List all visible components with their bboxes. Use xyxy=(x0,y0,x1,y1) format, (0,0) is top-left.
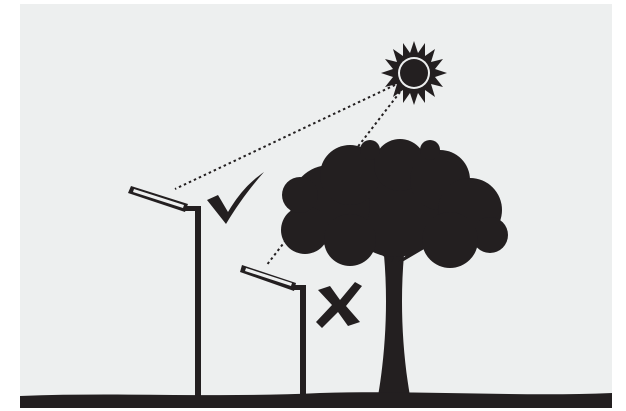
canopy xyxy=(420,140,440,160)
canopy xyxy=(324,214,376,266)
canopy xyxy=(360,140,380,160)
page xyxy=(0,0,626,411)
lamp-arm xyxy=(293,285,306,290)
illustration xyxy=(0,0,626,411)
lamp-arm xyxy=(184,206,201,211)
sun-core xyxy=(400,59,428,87)
lamp-pole xyxy=(300,285,306,397)
canopy xyxy=(422,212,478,268)
ground xyxy=(20,392,612,408)
lamp-pole xyxy=(195,206,201,398)
canopy xyxy=(282,177,318,213)
canopy xyxy=(281,206,329,254)
